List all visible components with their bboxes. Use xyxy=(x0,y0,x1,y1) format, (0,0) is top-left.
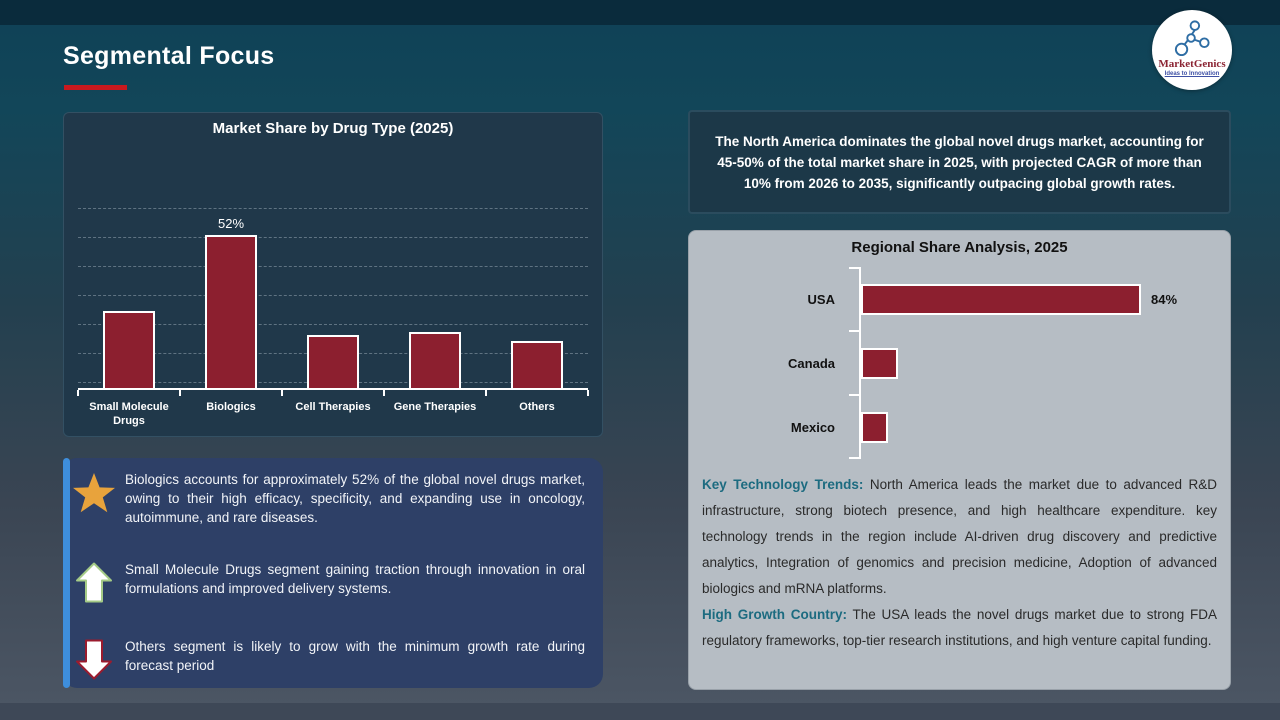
x-axis-line xyxy=(78,388,588,390)
regional-share-plot: USA 84% Canada Mexico xyxy=(689,267,1230,459)
page-title: Segmental Focus xyxy=(63,42,275,70)
insight-text: Others segment is likely to grow with th… xyxy=(125,639,585,673)
insight-text: Biologics accounts for approximately 52%… xyxy=(125,472,585,525)
bar-usa xyxy=(861,283,1141,315)
chart-column xyxy=(486,341,588,388)
drug-type-chart-panel: Market Share by Drug Type (2025) 52% Sma… xyxy=(63,112,603,437)
regional-text: Key Technology Trends: North America lea… xyxy=(689,459,1230,654)
category-label: Biologics xyxy=(206,401,256,413)
drug-type-plot: 52% xyxy=(77,143,589,396)
x-axis-ticks xyxy=(77,390,589,396)
bar-mexico xyxy=(861,411,888,443)
paragraph-heading: High Growth Country: xyxy=(702,607,847,622)
gridline xyxy=(78,208,588,209)
up-arrow-icon xyxy=(76,562,112,603)
x-axis-labels: Small Molecule Drugs Biologics Cell Therap… xyxy=(78,400,588,428)
bar-gene-therapies xyxy=(409,332,461,388)
bars: 52% xyxy=(78,143,588,388)
down-arrow-icon xyxy=(76,639,112,680)
category-label: Gene Therapies xyxy=(393,401,477,413)
bar-others xyxy=(511,341,563,388)
paragraph-body: The USA leads the novel drugs market due… xyxy=(702,607,1218,648)
y-axis-line xyxy=(859,267,861,459)
gridline xyxy=(78,266,588,267)
axis-tick xyxy=(849,457,859,459)
axis-tick xyxy=(383,390,385,396)
category-label: USA xyxy=(807,291,835,307)
title-underline xyxy=(64,85,127,90)
chart-row: Canada xyxy=(689,331,1230,395)
accent-stripe xyxy=(63,458,70,688)
bar-canada xyxy=(861,347,898,379)
icon-cell xyxy=(63,560,125,604)
category-label: Cell Therapies xyxy=(295,401,371,413)
molecule-icon xyxy=(1174,20,1210,57)
bottom-bar xyxy=(0,703,1280,720)
icon-cell xyxy=(63,637,125,681)
icon-cell xyxy=(63,470,125,515)
regional-panel: Regional Share Analysis, 2025 USA 84% Cana… xyxy=(688,230,1231,690)
bars: USA 84% Canada Mexico xyxy=(689,267,1230,459)
bar-biologics xyxy=(205,235,257,388)
insight-text: Small Molecule Drugs segment gaining tra… xyxy=(125,562,585,596)
axis-tick xyxy=(849,330,859,332)
insight-item: Others segment is likely to grow with th… xyxy=(63,637,593,681)
gridline xyxy=(78,237,588,238)
chart-row: USA 84% xyxy=(689,267,1230,331)
category-label: Small Molecule Drugs xyxy=(89,401,169,427)
chart-column: 52% xyxy=(180,216,282,388)
chart-row: Mexico xyxy=(689,395,1230,459)
logo: MarketGenics Ideas to Innovation xyxy=(1152,10,1232,90)
category-label: Mexico xyxy=(790,419,835,435)
bar-value-label: 52% xyxy=(217,216,245,231)
axis-tick xyxy=(77,390,79,396)
insight-item: Biologics accounts for approximately 52%… xyxy=(63,470,593,527)
axis-tick xyxy=(587,390,589,396)
paragraph-heading: Key Technology Trends: xyxy=(702,477,864,492)
chart-column xyxy=(282,335,384,388)
highlight-box: The North America dominates the global n… xyxy=(688,110,1231,214)
paragraph: High Growth Country: The USA leads the n… xyxy=(702,602,1217,654)
logo-tagline: Ideas to Innovation xyxy=(1164,71,1220,77)
axis-tick xyxy=(179,390,181,396)
bar-small-molecule-drugs xyxy=(103,311,155,388)
chart-column xyxy=(78,311,180,388)
insight-item: Small Molecule Drugs segment gaining tra… xyxy=(63,560,593,604)
logo-brand: MarketGenics xyxy=(1158,58,1226,70)
axis-tick xyxy=(849,267,859,269)
bar-cell-therapies xyxy=(307,335,359,388)
axis-tick xyxy=(485,390,487,396)
chart-title: Market Share by Drug Type (2025) xyxy=(212,120,454,137)
gridline xyxy=(78,295,588,296)
category-label: Canada xyxy=(788,355,835,371)
regional-chart-title: Regional Share Analysis, 2025 xyxy=(851,239,1068,256)
category-label: Others xyxy=(519,401,555,413)
axis-tick xyxy=(849,394,859,396)
highlight-text: The North America dominates the global n… xyxy=(715,133,1204,191)
bar-value-label: 84% xyxy=(1151,291,1178,307)
insights-box: Biologics accounts for approximately 52%… xyxy=(63,458,603,688)
paragraph: Key Technology Trends: North America lea… xyxy=(702,472,1217,602)
star-icon xyxy=(73,473,115,513)
paragraph-body: North America leads the market due to ad… xyxy=(702,477,1218,596)
chart-column xyxy=(384,332,486,388)
axis-tick xyxy=(281,390,283,396)
top-bar xyxy=(0,0,1280,25)
gridline xyxy=(78,324,588,325)
